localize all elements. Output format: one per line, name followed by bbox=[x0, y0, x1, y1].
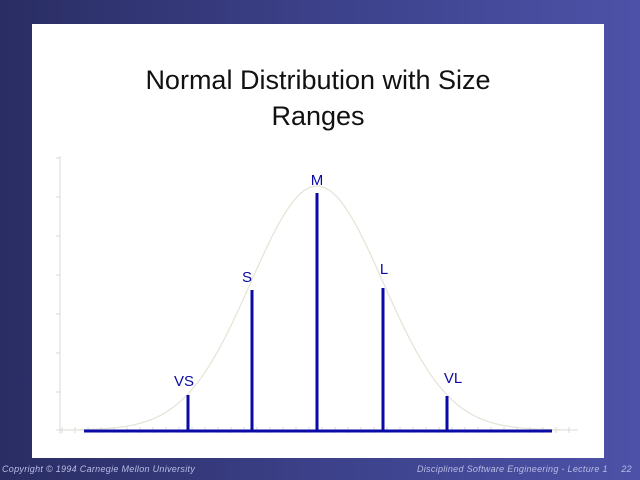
size-label-s: S bbox=[242, 269, 252, 286]
slide: Normal Distribution with Size Ranges VS S… bbox=[32, 24, 604, 458]
footer-course: Disciplined Software Engineering - Lectu… bbox=[416, 464, 608, 474]
normal-distribution-diagram: VS S M L VL bbox=[56, 156, 578, 434]
size-label-l: L bbox=[380, 261, 388, 278]
slide-title: Normal Distribution with Size Ranges bbox=[32, 62, 604, 134]
title-line-2: Ranges bbox=[271, 101, 365, 131]
bell-curve bbox=[71, 185, 567, 431]
size-label-m: M bbox=[311, 172, 324, 189]
footer-copyright: Copyright © 1994 Carnegie Mellon Univers… bbox=[2, 464, 196, 474]
size-label-vl: VL bbox=[444, 370, 462, 387]
footer-page-number: 22 bbox=[621, 464, 632, 474]
footer-course-info: Disciplined Software Engineering - Lectu… bbox=[417, 464, 632, 474]
size-label-vs: VS bbox=[174, 373, 194, 390]
title-line-1: Normal Distribution with Size bbox=[145, 65, 491, 95]
